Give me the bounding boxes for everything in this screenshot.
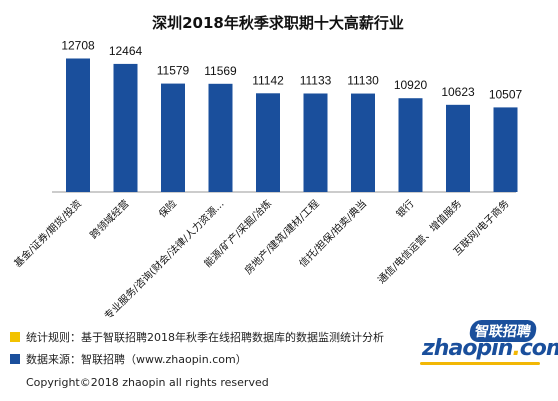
bar-value-label: 11579 xyxy=(157,64,190,78)
bar-value-label: 12464 xyxy=(109,44,143,58)
bar-value-label: 11142 xyxy=(252,73,284,87)
stat-rule-text: 统计规则：基于智联招聘2018年秋季在线招聘数据库的数据监测统计分析 xyxy=(26,331,384,344)
source-text: 数据来源：智联招聘（www.zhaopin.com） xyxy=(26,353,247,366)
source-note: 数据来源：智联招聘（www.zhaopin.com） xyxy=(10,349,410,369)
bar xyxy=(208,83,233,192)
bar-value-label: 10623 xyxy=(441,85,475,99)
bars-group xyxy=(66,58,518,193)
stat-rule-note: 统计规则：基于智联招聘2018年秋季在线招聘数据库的数据监测统计分析 xyxy=(10,327,410,347)
bar xyxy=(66,58,90,192)
bar xyxy=(351,93,375,192)
category-label: 银行 xyxy=(393,197,416,220)
bar xyxy=(398,98,423,192)
chart-title: 深圳2018年秋季求职期十大高薪行业 xyxy=(152,14,404,32)
bar xyxy=(303,93,328,192)
logo-swoosh xyxy=(420,362,540,365)
bar-value-label: 10920 xyxy=(394,78,428,92)
category-label: 基金/证券/期货/投资 xyxy=(11,197,84,270)
bar xyxy=(161,83,185,192)
category-labels-group: 基金/证券/期货/投资 跨领域经营 保险专业服务/咨询(财会/法律/人力资源…能源/… xyxy=(11,197,511,322)
bar-value-label: 11133 xyxy=(300,73,332,87)
yellow-square-icon xyxy=(10,332,20,342)
category-label: 跨领域经营 xyxy=(87,197,132,242)
bar xyxy=(446,104,470,192)
category-label: 通信/电信运营、增值服务 xyxy=(375,197,464,286)
notes-panel: 统计规则：基于智联招聘2018年秋季在线招聘数据库的数据监测统计分析 数据来源：… xyxy=(10,327,410,371)
bar xyxy=(256,93,280,192)
bar-value-label: 10507 xyxy=(489,87,523,101)
bar-value-label: 11569 xyxy=(204,64,237,78)
bar-value-label: 11130 xyxy=(347,74,379,88)
logo-english: zhaopin.com xyxy=(422,336,558,361)
bar xyxy=(113,63,138,193)
bar xyxy=(493,107,518,192)
category-label: 保险 xyxy=(156,197,179,220)
zhaopin-logo: 智联招聘 zhaopin.com xyxy=(418,318,558,368)
copyright-text: Copyright©2018 zhaopin all rights reserv… xyxy=(26,376,269,389)
blue-square-icon xyxy=(10,354,20,364)
value-labels-group: 12708 12464 11579 11569 11142 11133 11130 10920… xyxy=(61,38,522,101)
bar-value-label: 12708 xyxy=(61,38,95,52)
